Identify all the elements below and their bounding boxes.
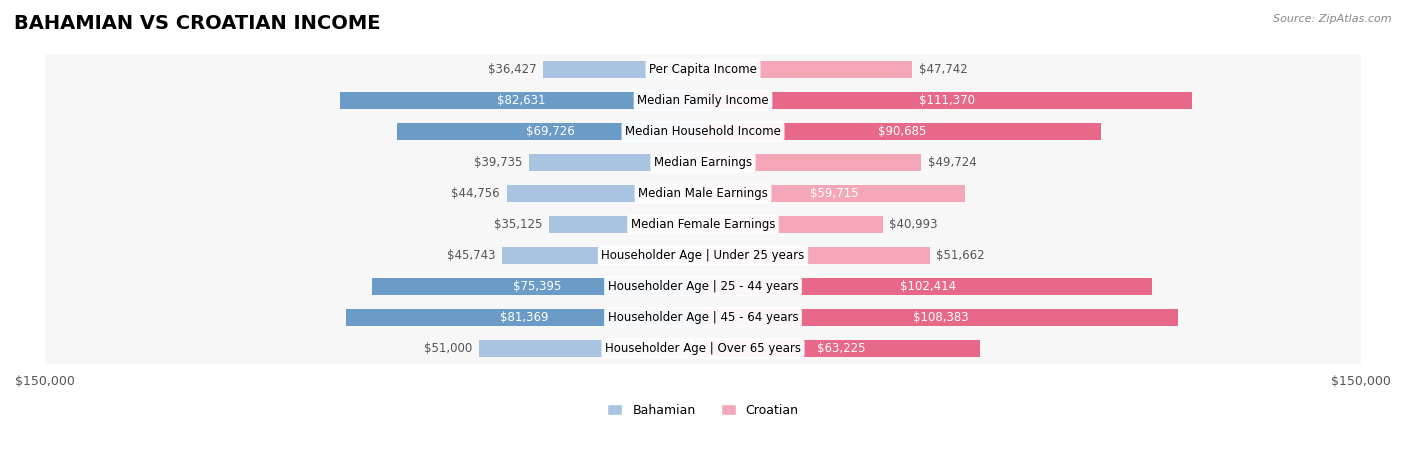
Text: $75,395: $75,395 — [513, 280, 562, 293]
Text: $47,742: $47,742 — [920, 63, 967, 76]
Bar — [703, 154, 921, 171]
Text: $111,370: $111,370 — [920, 94, 976, 107]
Bar — [703, 309, 1178, 326]
Text: Source: ZipAtlas.com: Source: ZipAtlas.com — [1274, 14, 1392, 24]
Text: Median Family Income: Median Family Income — [637, 94, 769, 107]
Bar — [703, 216, 883, 233]
Text: Median Earnings: Median Earnings — [654, 156, 752, 169]
Text: Householder Age | 45 - 64 years: Householder Age | 45 - 64 years — [607, 311, 799, 324]
Text: Median Female Earnings: Median Female Earnings — [631, 218, 775, 231]
Bar — [45, 85, 1361, 116]
Bar — [346, 309, 703, 326]
Bar — [543, 61, 703, 78]
Text: $49,724: $49,724 — [928, 156, 977, 169]
Text: $90,685: $90,685 — [877, 125, 927, 138]
Text: Householder Age | 25 - 44 years: Householder Age | 25 - 44 years — [607, 280, 799, 293]
Text: Householder Age | Under 25 years: Householder Age | Under 25 years — [602, 249, 804, 262]
Bar — [396, 123, 703, 140]
Bar — [479, 340, 703, 357]
Text: Householder Age | Over 65 years: Householder Age | Over 65 years — [605, 342, 801, 355]
Text: $102,414: $102,414 — [900, 280, 956, 293]
Text: $69,726: $69,726 — [526, 125, 575, 138]
Bar — [45, 333, 1361, 364]
Bar — [506, 185, 703, 202]
Bar — [548, 216, 703, 233]
Text: $63,225: $63,225 — [817, 342, 866, 355]
Bar — [45, 116, 1361, 147]
Bar — [703, 278, 1153, 295]
Bar — [529, 154, 703, 171]
Text: $51,662: $51,662 — [936, 249, 984, 262]
Text: $59,715: $59,715 — [810, 187, 858, 200]
Legend: Bahamian, Croatian: Bahamian, Croatian — [602, 399, 804, 422]
Text: $36,427: $36,427 — [488, 63, 537, 76]
Bar — [45, 240, 1361, 271]
Text: $82,631: $82,631 — [498, 94, 546, 107]
Text: BAHAMIAN VS CROATIAN INCOME: BAHAMIAN VS CROATIAN INCOME — [14, 14, 381, 33]
Bar — [703, 340, 980, 357]
Text: $51,000: $51,000 — [425, 342, 472, 355]
Bar — [703, 185, 965, 202]
Bar — [45, 54, 1361, 85]
Text: $40,993: $40,993 — [890, 218, 938, 231]
Bar — [45, 271, 1361, 302]
Bar — [45, 209, 1361, 240]
Bar — [45, 178, 1361, 209]
Text: $45,743: $45,743 — [447, 249, 496, 262]
Bar — [703, 92, 1192, 109]
Bar — [703, 123, 1101, 140]
Bar — [703, 61, 912, 78]
Text: $44,756: $44,756 — [451, 187, 501, 200]
Text: Median Male Earnings: Median Male Earnings — [638, 187, 768, 200]
Bar — [703, 247, 929, 264]
Text: Per Capita Income: Per Capita Income — [650, 63, 756, 76]
Text: $81,369: $81,369 — [501, 311, 548, 324]
Bar — [502, 247, 703, 264]
Bar — [45, 302, 1361, 333]
Bar — [45, 147, 1361, 178]
Text: $39,735: $39,735 — [474, 156, 522, 169]
Bar — [340, 92, 703, 109]
Text: $35,125: $35,125 — [494, 218, 543, 231]
Text: $108,383: $108,383 — [912, 311, 969, 324]
Text: Median Household Income: Median Household Income — [626, 125, 780, 138]
Bar — [373, 278, 703, 295]
